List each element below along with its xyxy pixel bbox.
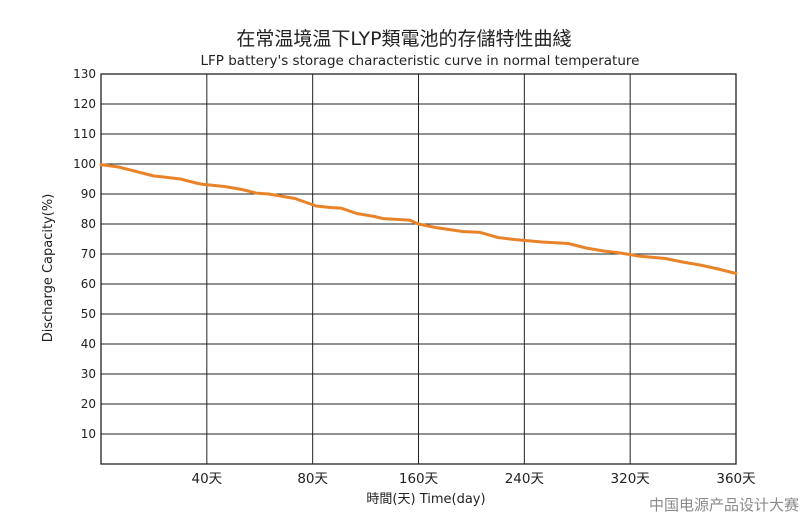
y-tick-label: 50: [81, 307, 96, 321]
grid: [101, 74, 736, 464]
x-axis-ticks: 40天 80天 160天 240天 320天 360天: [191, 471, 756, 487]
y-tick-label: 90: [81, 187, 96, 201]
y-tick-label: 40: [81, 337, 96, 351]
y-axis-label: Discharge Capacity(%): [41, 194, 56, 343]
x-tick-label: 80天: [297, 471, 328, 487]
y-tick-label: 30: [81, 367, 96, 381]
y-tick-label: 110: [73, 127, 96, 141]
y-tick-label: 70: [81, 247, 96, 261]
y-tick-label: 60: [81, 277, 96, 291]
x-tick-label: 320天: [611, 471, 651, 487]
x-tick-label: 240天: [505, 471, 545, 487]
y-tick-label: 120: [73, 97, 96, 111]
y-tick-label: 10: [81, 427, 96, 441]
x-tick-label: 160天: [399, 471, 439, 487]
y-tick-label: 100: [73, 157, 96, 171]
y-tick-label: 80: [81, 217, 96, 231]
y-axis-ticks: 10 20 30 40 50 60 70 80 90 100 110 120 130: [73, 67, 96, 441]
x-axis-label: 時間(天) Time(day): [366, 492, 485, 507]
y-tick-label: 130: [73, 67, 96, 81]
series-line: [99, 163, 738, 275]
x-tick-label: 40天: [191, 471, 222, 487]
y-tick-label: 20: [81, 397, 96, 411]
x-tick-label: 360天: [716, 471, 756, 487]
chart-title: 在常温境温下LYP類電池的存儲特性曲綫: [236, 28, 571, 50]
chart-subtitle: LFP battery's storage characteristic cur…: [201, 53, 640, 69]
plot-frame: [100, 73, 737, 465]
watermark: 中国电源产品设计大赛: [649, 496, 799, 514]
series-layer: [99, 163, 738, 275]
